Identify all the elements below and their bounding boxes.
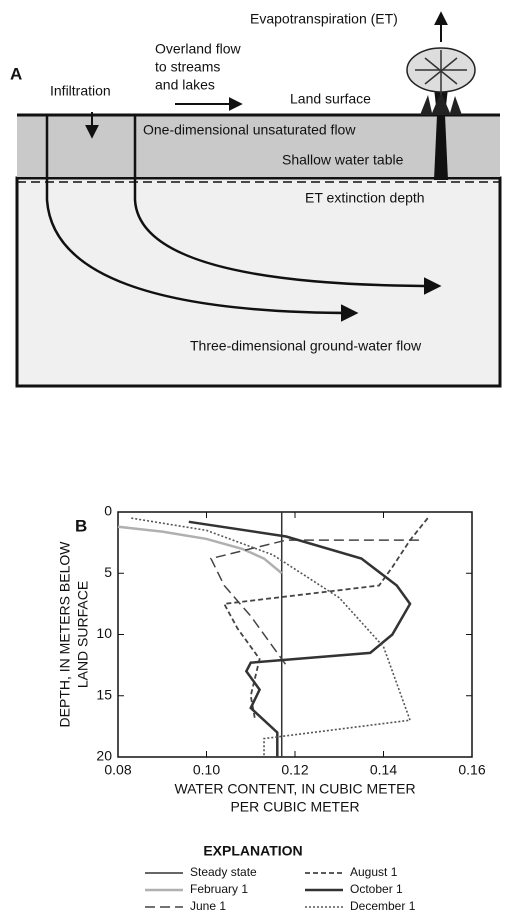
x-tick-label: 0.14 <box>370 762 397 778</box>
y-tick-label: 5 <box>104 564 112 580</box>
panel-label: A <box>10 64 22 83</box>
label: Land surface <box>290 91 371 107</box>
legend-label: December 1 <box>350 899 416 913</box>
y-tick-label: 0 <box>104 503 112 519</box>
label: and lakes <box>155 77 215 93</box>
series-line <box>117 525 283 575</box>
x-tick-label: 0.12 <box>281 762 308 778</box>
legend-label: August 1 <box>350 865 398 879</box>
y-axis-label: DEPTH, IN METERS BELOW <box>57 541 73 728</box>
series-line <box>131 517 412 757</box>
y-tick-label: 20 <box>96 748 112 764</box>
label: Infiltration <box>50 83 111 99</box>
x-tick-label: 0.10 <box>193 762 220 778</box>
chart: B 0.08 0.10 0.12 0.14 0.16 0 5 10 15 20 WATER CONTE… <box>57 503 486 913</box>
y-tick-label: 15 <box>96 686 112 702</box>
panel-label: B <box>75 516 87 535</box>
label: Evapotranspiration (ET) <box>250 11 398 27</box>
y-tick-label: 10 <box>96 625 112 641</box>
x-axis-label: WATER CONTENT, IN CUBIC METER <box>174 781 415 797</box>
flow-arrow <box>45 115 359 322</box>
panel-a <box>15 11 502 388</box>
label: to streams <box>155 59 220 75</box>
label: Overland flow <box>155 41 241 57</box>
legend-title: EXPLANATION <box>203 843 302 859</box>
label: ET extinction depth <box>305 190 425 206</box>
legend-label: June 1 <box>190 899 226 913</box>
legend-label: October 1 <box>350 882 403 896</box>
x-tick-label: 0.08 <box>104 762 131 778</box>
legend-label: February 1 <box>190 882 248 896</box>
flow-arrow <box>133 115 442 295</box>
plot-frame <box>117 511 473 758</box>
x-axis-label: PER CUBIC METER <box>230 799 359 815</box>
saturated-zone <box>15 176 502 388</box>
tree <box>406 47 476 180</box>
series-line <box>188 520 412 757</box>
y-axis-label: LAND SURFACE <box>75 581 91 688</box>
legend-label: Steady state <box>190 865 257 879</box>
label: One-dimensional unsaturated flow <box>143 122 356 138</box>
label: Three-dimensional ground-water flow <box>190 338 422 354</box>
series-line <box>209 539 419 666</box>
x-tick-label: 0.16 <box>458 762 485 778</box>
label: Shallow water table <box>282 152 404 168</box>
